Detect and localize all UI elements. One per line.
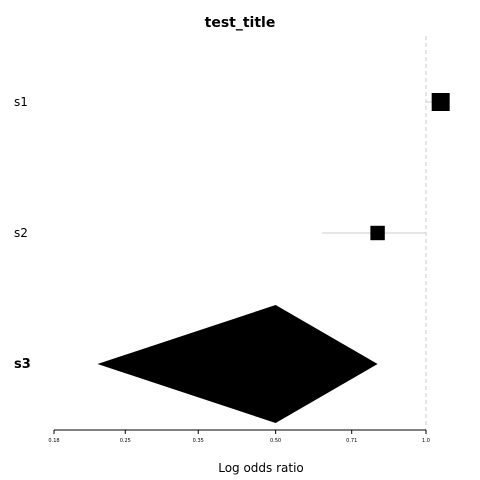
x-tick-label-1.0: 1.0 [422,438,430,444]
chart-title: test_title [205,15,276,31]
x-tick-label-0.18: 0.18 [48,438,59,444]
row-label-s2: s2 [14,226,28,240]
x-tick-label-0.50: 0.50 [270,438,281,444]
x-tick-label-0.35: 0.35 [193,438,204,444]
study-rows: s1 s2 s3 [14,93,450,423]
summary-diamond-s3 [97,305,378,423]
estimate-marker-s1 [431,93,450,111]
x-tick-label-0.71: 0.71 [346,438,357,444]
x-axis-ticks: 0.18 0.25 0.35 0.50 0.71 1.0 [48,430,430,444]
row-label-s3: s3 [14,357,31,372]
x-tick-label-0.25: 0.25 [120,438,131,444]
x-axis-label: Log odds ratio [218,461,304,475]
row-label-s1: s1 [14,95,28,109]
estimate-marker-s2 [370,225,385,241]
